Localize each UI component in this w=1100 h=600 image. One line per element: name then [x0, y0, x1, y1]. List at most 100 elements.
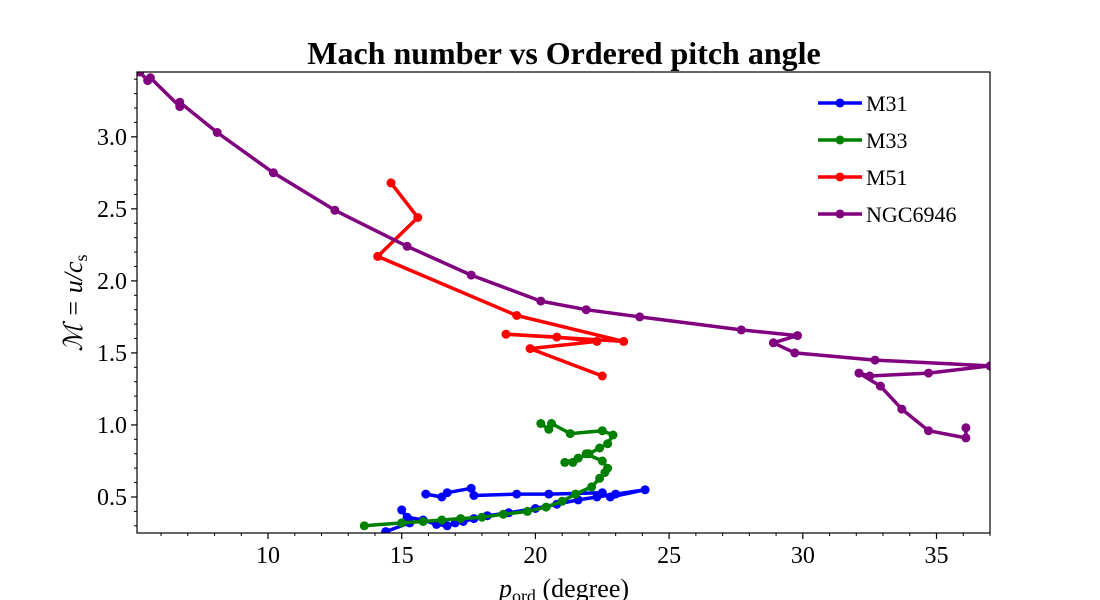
- data-point-M33-18: [560, 457, 570, 467]
- data-point-M51-0: [386, 178, 396, 188]
- data-point-M33-28: [536, 419, 546, 428]
- data-point-M33-22: [603, 439, 613, 449]
- data-point-M51-1: [413, 213, 423, 222]
- data-point-M51-8: [525, 344, 535, 354]
- y-axis-label-main: ℳ = u/c: [59, 261, 88, 352]
- data-point-M33-10: [571, 489, 580, 499]
- series-line-M51: [375, 181, 626, 378]
- legend-label: M33: [866, 128, 908, 153]
- data-point-NGC6946-6: [268, 168, 278, 178]
- y-tick-label: 1.0: [97, 413, 127, 439]
- data-point-M51-4: [619, 336, 629, 346]
- data-point-NGC6946-4: [175, 97, 185, 107]
- y-tick-label: 1.5: [97, 341, 127, 367]
- legend: M31 M33 M51 NGC6946: [818, 91, 956, 227]
- data-point-M33-5: [477, 512, 487, 522]
- data-point-M33-23: [608, 430, 618, 440]
- data-point-M31-17: [640, 485, 650, 495]
- data-point-M31-22: [469, 491, 479, 500]
- data-point-M51-2: [373, 251, 383, 261]
- y-axis-label: ℳ = u/cs: [59, 254, 91, 351]
- y-axis-label-sub: s: [71, 254, 91, 261]
- data-point-M33-1: [397, 518, 407, 528]
- data-point-NGC6946-13: [736, 325, 746, 335]
- data-point-NGC6946-2: [145, 73, 155, 83]
- data-point-M33-9: [557, 496, 567, 506]
- data-point-NGC6946-7: [330, 205, 340, 215]
- data-point-M31-2: [397, 505, 407, 515]
- data-point-M33-6: [498, 509, 508, 519]
- data-point-NGC6946-8: [402, 241, 412, 251]
- legend-label: M31: [866, 91, 908, 116]
- data-point-M33-21: [595, 443, 605, 453]
- data-point-M31-20: [544, 489, 554, 499]
- data-point-NGC6946-22: [875, 381, 885, 391]
- data-point-NGC6946-12: [635, 312, 645, 322]
- data-point-M33-3: [437, 515, 447, 525]
- plot-frame: [136, 71, 991, 534]
- legend-swatch-marker: [835, 172, 845, 182]
- data-point-NGC6946-15: [768, 338, 778, 348]
- y-tick-label: 2.5: [97, 197, 127, 223]
- data-point-M33-12: [595, 473, 605, 483]
- data-point-M33-25: [565, 429, 575, 439]
- data-point-M31-18: [605, 492, 615, 502]
- series-line-NGC6946: [138, 72, 990, 440]
- ticks-layer: 10 15 20 25 30 35 0.5 1.0 1.5 2.0 2.5 3.0: [97, 78, 991, 569]
- data-point-M31-6: [442, 521, 452, 531]
- data-point-M33-2: [418, 517, 428, 526]
- data-point-NGC6946-18: [985, 361, 990, 371]
- data-point-M51-3: [512, 311, 522, 320]
- data-point-NGC6946-10: [536, 296, 546, 306]
- x-tick-label: 20: [523, 543, 547, 569]
- chart-title: Mach number vs Ordered pitch angle: [307, 35, 820, 71]
- data-point-M33-27: [544, 424, 554, 434]
- data-point-NGC6946-5: [212, 128, 222, 137]
- x-axis-label: pord (degree): [497, 574, 629, 600]
- legend-swatch-marker: [835, 135, 845, 145]
- data-point-M51-7: [592, 336, 602, 346]
- data-point-M31-0: [381, 527, 391, 533]
- data-point-M51-6: [552, 332, 562, 342]
- data-point-NGC6946-24: [924, 426, 933, 436]
- x-tick-label: 15: [390, 543, 414, 569]
- data-point-NGC6946-23: [897, 404, 907, 414]
- data-point-M33-14: [603, 463, 613, 473]
- data-point-NGC6946-0: [137, 72, 145, 77]
- x-tick-label: 10: [256, 543, 280, 569]
- data-point-M31-3: [402, 512, 412, 522]
- data-point-M33-7: [522, 506, 532, 516]
- y-tick-label: 0.5: [97, 485, 127, 511]
- data-point-M31-26: [421, 489, 431, 499]
- data-point-NGC6946-21: [854, 368, 864, 378]
- data-point-M51-5: [501, 329, 511, 339]
- legend-item-M31: M31: [818, 91, 908, 116]
- legend-swatch-marker: [835, 209, 845, 219]
- data-point-M33-0: [359, 521, 369, 531]
- series-M51: [373, 178, 629, 381]
- series-M33: [359, 419, 618, 531]
- data-point-M31-21: [512, 489, 522, 499]
- data-point-M33-20: [584, 449, 594, 459]
- data-point-NGC6946-26: [961, 423, 971, 433]
- data-point-NGC6946-20: [865, 371, 875, 381]
- data-point-NGC6946-25: [961, 433, 971, 443]
- data-point-NGC6946-14: [793, 331, 802, 341]
- legend-swatch-marker: [835, 98, 845, 108]
- x-tick-label: 25: [657, 543, 681, 569]
- data-point-M31-23: [466, 483, 476, 493]
- data-point-M33-15: [597, 456, 607, 466]
- data-point-M51-9: [597, 371, 607, 381]
- legend-item-M51: M51: [818, 165, 908, 190]
- series-M31: [381, 483, 650, 533]
- data-point-NGC6946-11: [581, 305, 591, 315]
- legend-label: M51: [866, 165, 908, 190]
- x-tick-label: 30: [791, 543, 815, 569]
- data-point-M31-25: [437, 492, 447, 502]
- data-point-M33-8: [541, 502, 551, 512]
- y-tick-label: 2.0: [97, 269, 127, 295]
- data-point-NGC6946-19: [924, 368, 933, 378]
- legend-label: NGC6946: [866, 202, 956, 227]
- data-point-M33-4: [456, 514, 466, 524]
- legend-item-NGC6946: NGC6946: [818, 202, 956, 227]
